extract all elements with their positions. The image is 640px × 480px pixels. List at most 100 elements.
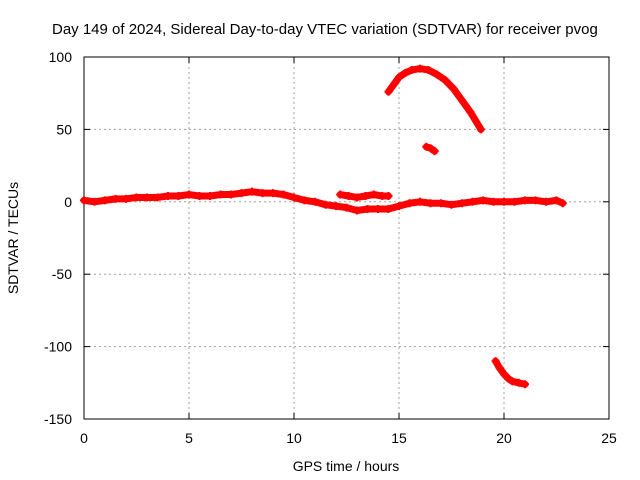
x-tick-label: 10	[286, 430, 302, 446]
data-point	[521, 380, 529, 389]
series-lower-arc	[491, 357, 529, 389]
y-tick-label: 50	[56, 121, 72, 137]
data-point	[441, 76, 450, 85]
data-point	[390, 79, 399, 88]
data-point	[269, 189, 277, 198]
data-point	[422, 142, 431, 151]
data-point	[447, 200, 456, 209]
data-point	[90, 197, 99, 206]
plot-frame	[83, 56, 610, 420]
data-point	[384, 192, 393, 201]
x-axis-label: GPS time / hours	[293, 458, 400, 474]
data-point	[174, 192, 183, 201]
data-point	[185, 190, 193, 199]
data-point	[491, 357, 500, 366]
data-point	[336, 190, 345, 199]
data-point	[290, 193, 298, 202]
data-point	[437, 199, 445, 208]
data-point	[542, 197, 550, 206]
data-point	[195, 192, 204, 201]
data-point	[552, 196, 561, 205]
data-point	[258, 189, 267, 198]
data-point	[321, 200, 330, 209]
data-point	[558, 199, 567, 208]
data-point	[344, 192, 353, 201]
series-short-arc-12-14-5h	[336, 190, 393, 202]
data-point	[279, 190, 288, 199]
axis-ticks: 0 5 10 15 20 25 -150 -100 -50 0 50 100	[44, 49, 617, 446]
data-point	[237, 189, 246, 198]
series-short-segment-16-3h	[422, 142, 439, 156]
data-point	[353, 193, 361, 202]
grid	[84, 57, 609, 419]
data-point	[363, 205, 372, 214]
data-point	[426, 199, 435, 208]
data-point	[500, 197, 508, 206]
data-point	[132, 193, 141, 202]
data-point	[495, 364, 504, 373]
data-point	[384, 205, 393, 214]
data-point	[395, 73, 403, 82]
data-point	[449, 84, 458, 93]
data-point	[227, 190, 235, 199]
data-point	[458, 96, 466, 105]
data-point	[111, 194, 120, 203]
data-point	[342, 203, 351, 212]
data-point	[476, 125, 485, 134]
data-point	[353, 206, 361, 215]
data-point	[521, 196, 529, 205]
data-point	[416, 197, 424, 206]
series-layer	[80, 64, 567, 389]
data-point	[143, 193, 151, 202]
x-tick-label: 0	[80, 430, 88, 446]
data-point	[248, 187, 256, 196]
data-point	[122, 194, 130, 203]
data-point	[508, 377, 517, 386]
chart-title: Day 149 of 2024, Sidereal Day-to-day VTE…	[52, 21, 598, 38]
data-point	[430, 147, 439, 156]
data-point	[489, 197, 498, 206]
data-point	[514, 378, 523, 387]
data-point	[504, 374, 513, 383]
data-point	[216, 190, 225, 199]
data-point	[369, 190, 378, 199]
x-tick-label: 25	[601, 430, 617, 446]
data-point	[466, 108, 475, 117]
data-point	[510, 197, 519, 206]
data-point	[311, 197, 319, 206]
data-point	[479, 196, 487, 205]
data-point	[407, 66, 416, 75]
y-tick-label: -100	[44, 339, 72, 355]
y-tick-label: -50	[52, 266, 72, 282]
data-point	[531, 196, 540, 205]
y-tick-label: -150	[44, 411, 72, 427]
data-point	[426, 144, 435, 153]
data-point	[432, 70, 441, 79]
data-point	[401, 68, 410, 77]
data-point	[80, 196, 88, 205]
data-point	[164, 192, 172, 201]
data-point	[416, 64, 424, 73]
data-point	[332, 202, 340, 211]
data-point	[424, 66, 433, 75]
data-point	[384, 87, 393, 96]
y-axis-label: SDTVAR / TECUs	[5, 182, 21, 294]
data-point	[374, 205, 382, 214]
data-point	[468, 197, 477, 206]
series-upper-arc	[384, 64, 485, 134]
data-point	[153, 193, 162, 202]
data-point	[361, 192, 370, 201]
data-point	[206, 192, 214, 201]
data-point	[300, 196, 309, 205]
x-tick-label: 20	[496, 430, 512, 446]
series-main-band	[80, 187, 567, 215]
data-point	[458, 199, 466, 208]
x-tick-label: 15	[391, 430, 407, 446]
y-tick-label: 0	[64, 194, 72, 210]
x-tick-label: 5	[185, 430, 193, 446]
data-point	[500, 370, 508, 379]
data-point	[405, 199, 414, 208]
data-point	[101, 196, 109, 205]
data-point	[395, 202, 403, 211]
